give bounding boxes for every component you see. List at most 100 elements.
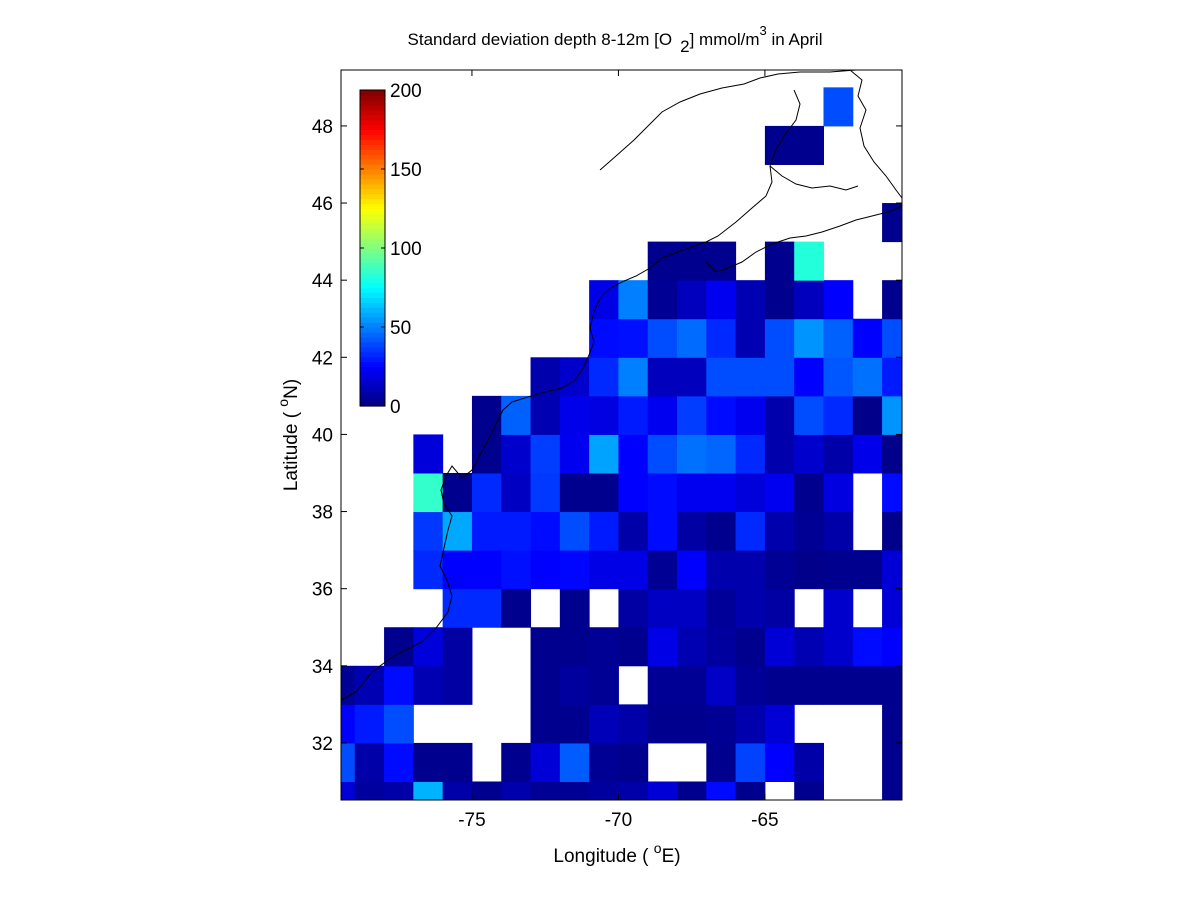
heatmap-cell	[677, 472, 707, 513]
x-axis: -75 -70 -65	[458, 70, 779, 831]
colorbar-swatch	[360, 302, 385, 308]
heatmap-cell	[354, 742, 385, 782]
heatmap-cell	[735, 742, 766, 782]
heatmap-cell	[764, 395, 795, 435]
heatmap-cell	[823, 280, 854, 320]
heatmap-cell	[735, 588, 766, 628]
heatmap-cell	[882, 511, 903, 551]
colorbar-swatch	[360, 238, 385, 244]
heatmap-cell	[413, 665, 444, 705]
colorbar-swatch	[360, 396, 385, 402]
heatmap-cell	[794, 357, 824, 397]
heatmap-cell	[882, 203, 903, 243]
heatmap-cell	[530, 357, 561, 397]
heatmap-cell	[559, 511, 590, 551]
heatmap-cell	[882, 704, 903, 744]
heatmap-cell	[735, 550, 766, 590]
heatmap-cell	[647, 781, 678, 801]
heatmap-cell	[341, 781, 356, 801]
heatmap-cell	[413, 627, 444, 667]
heatmap-cell	[618, 434, 649, 474]
heatmap-cell	[442, 742, 473, 782]
colorbar-swatch	[360, 94, 385, 101]
heatmap-cell	[764, 434, 795, 474]
heatmap-cell	[794, 434, 824, 474]
heatmap-cell	[852, 627, 883, 667]
heatmap-cell	[559, 395, 590, 435]
heatmap-cell	[852, 665, 883, 705]
heatmap-cell	[794, 627, 824, 667]
colorbar-swatch	[360, 173, 385, 180]
heatmap-cell	[589, 550, 619, 590]
heatmap-cell	[706, 511, 737, 551]
colorbar-swatch	[360, 351, 385, 358]
heatmap-cell	[794, 781, 824, 801]
heatmap-cell	[735, 395, 766, 435]
colorbar-swatch	[360, 336, 385, 343]
colorbar-swatch	[360, 154, 385, 160]
colorbar-swatch	[360, 248, 385, 254]
colorbar-swatch	[360, 90, 385, 96]
heatmap-cell	[589, 472, 619, 513]
heatmap-cell	[706, 627, 737, 667]
heatmap-cell	[823, 588, 854, 628]
heatmap-cell	[882, 588, 903, 628]
heatmap-cell	[618, 511, 649, 551]
heatmap-cell	[677, 704, 707, 744]
heatmap-cell	[823, 550, 854, 590]
heatmap-cell	[706, 395, 737, 435]
colorbar-swatch	[360, 331, 385, 338]
heatmap-cell	[882, 395, 903, 435]
colorbar-swatch	[360, 198, 385, 205]
colorbar-swatch	[360, 213, 385, 219]
colorbar-swatch	[360, 203, 385, 210]
heatmap-cell	[794, 665, 824, 705]
heatmap-cell	[677, 588, 707, 628]
heatmap-cell	[735, 665, 766, 705]
heatmap-cell	[471, 395, 502, 435]
heatmap-cell	[501, 550, 532, 590]
colorbar: 0 50 100 150 200	[359, 81, 422, 418]
heatmap-cell	[706, 781, 737, 801]
heatmap-cell	[794, 550, 824, 590]
colorbar-tick-label: 150	[390, 160, 422, 181]
heatmap-cell	[530, 781, 561, 801]
heatmap-cell	[559, 588, 590, 628]
heatmap-cell	[559, 781, 590, 801]
heatmap-cell	[677, 241, 707, 281]
heatmap-cell	[530, 665, 561, 705]
heatmap-cell	[442, 588, 473, 628]
heatmap-cell	[354, 665, 385, 705]
colorbar-swatch	[360, 188, 385, 195]
heatmap-cell	[413, 781, 444, 801]
y-tick-label: 36	[312, 580, 333, 601]
heatmap-cell	[852, 550, 883, 590]
coastline	[340, 69, 903, 701]
heatmap-cell	[794, 742, 824, 782]
colorbar-swatch	[360, 252, 385, 259]
heatmap-cell	[589, 434, 619, 474]
heatmap-cell	[647, 318, 678, 358]
heatmap-cell	[764, 550, 795, 590]
heatmap-cell	[618, 395, 649, 435]
heatmap-cell	[647, 241, 678, 281]
heatmap-cell	[413, 742, 444, 782]
heatmap-cell	[559, 627, 590, 667]
heatmap-cell	[413, 511, 444, 551]
colorbar-swatch	[360, 317, 385, 323]
heatmap-cell	[764, 588, 795, 628]
colorbar-swatch	[360, 169, 385, 175]
colorbar-swatch	[360, 124, 385, 131]
colorbar-swatch	[360, 366, 385, 373]
heatmap-cell	[559, 550, 590, 590]
heatmap-cell	[764, 318, 795, 358]
colorbar-swatch	[360, 282, 385, 289]
heatmap-cell	[618, 280, 649, 320]
heatmap-cell	[501, 395, 532, 435]
heatmap-cell	[618, 318, 649, 358]
heatmap-cell	[852, 318, 883, 358]
heatmap-cell	[735, 472, 766, 513]
heatmap-cell	[471, 511, 502, 551]
colorbar-tick-label: 0	[390, 397, 401, 418]
heatmap-cell	[677, 318, 707, 358]
